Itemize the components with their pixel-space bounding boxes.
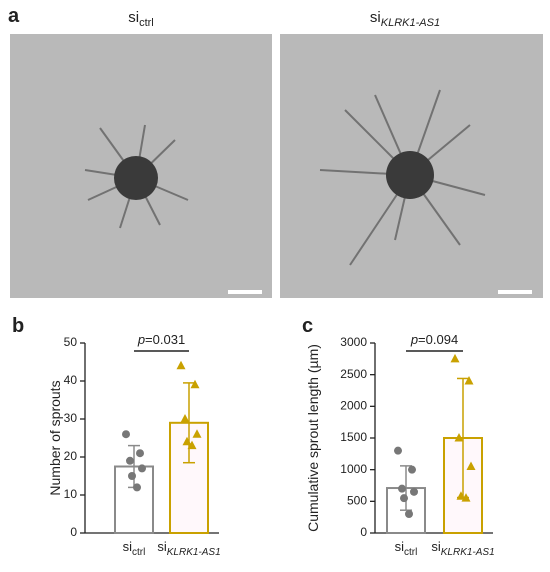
panel-label: a [8, 5, 20, 27]
x-tick-label: siKLRK1-AS1 [431, 539, 494, 558]
x-tick-label: siKLRK1-AS1 [157, 539, 220, 558]
label-text: si [431, 539, 441, 554]
image-title: siKLRK1-AS1 [370, 9, 440, 29]
title-text: si [370, 9, 381, 26]
image-title: sictrl [128, 9, 154, 29]
p-value: p=0.031 [137, 332, 185, 347]
y-tick-label: 2000 [340, 399, 367, 413]
data-point [450, 353, 460, 363]
data-point [138, 464, 146, 473]
p-symbol: p [410, 332, 418, 347]
scale-bar [228, 290, 262, 294]
y-tick-label: 10 [64, 487, 78, 501]
spheroid [114, 156, 158, 200]
data-point [128, 472, 136, 480]
panel-label: b [12, 315, 24, 337]
x-tick-label: sictrl [123, 539, 146, 558]
data-point [176, 360, 186, 370]
data-point [454, 433, 464, 442]
title-text: si [128, 9, 139, 26]
label-sub: ctrl [404, 547, 417, 558]
label-sub: ctrl [132, 547, 145, 558]
panel-label: c [302, 315, 313, 337]
label-sub: KLRK1-AS1 [167, 547, 221, 558]
data-point [464, 376, 474, 385]
data-point [410, 487, 418, 496]
y-axis-label: Cumulative sprout length (µm) [305, 344, 321, 532]
data-point [405, 510, 413, 518]
data-point [466, 461, 476, 470]
label-text: si [123, 539, 133, 554]
data-point [394, 446, 402, 455]
y-axis-label: Number of sprouts [47, 380, 63, 495]
p-text: =0.094 [418, 332, 458, 347]
x-tick-label: sictrl [395, 539, 418, 558]
y-tick-label: 3000 [340, 335, 367, 349]
y-tick-label: 2500 [340, 367, 367, 381]
p-symbol: p [137, 332, 145, 347]
y-tick-label: 30 [64, 411, 78, 425]
y-tick-label: 50 [64, 335, 78, 349]
y-tick-label: 0 [360, 525, 367, 539]
p-value: p=0.094 [410, 332, 458, 347]
label-text: si [395, 539, 405, 554]
error-bar [183, 382, 195, 464]
data-point [456, 491, 466, 500]
data-point [133, 483, 141, 492]
y-tick-label: 1500 [340, 430, 367, 444]
scale-bar [498, 290, 532, 294]
title-sub: ctrl [139, 17, 154, 29]
data-point [180, 414, 190, 423]
label-sub: KLRK1-AS1 [441, 547, 495, 558]
y-tick-label: 500 [347, 494, 367, 508]
label-text: si [157, 539, 167, 554]
y-tick-label: 40 [64, 373, 78, 387]
data-point [400, 494, 408, 503]
data-point [192, 429, 202, 438]
data-point [408, 465, 416, 474]
data-point [398, 484, 406, 493]
data-point [126, 456, 134, 465]
y-tick-label: 20 [64, 449, 78, 463]
p-text: =0.031 [145, 332, 185, 347]
data-point [182, 436, 192, 446]
y-tick-label: 1000 [340, 462, 367, 476]
spheroid [386, 151, 434, 199]
micrograph [10, 34, 272, 298]
data-point [461, 493, 471, 502]
title-sub: KLRK1-AS1 [381, 17, 440, 29]
data-point [190, 379, 200, 389]
y-tick-label: 0 [70, 525, 77, 539]
data-point [136, 449, 144, 458]
data-point [187, 440, 197, 450]
micrograph [280, 34, 543, 298]
data-point [122, 430, 130, 439]
